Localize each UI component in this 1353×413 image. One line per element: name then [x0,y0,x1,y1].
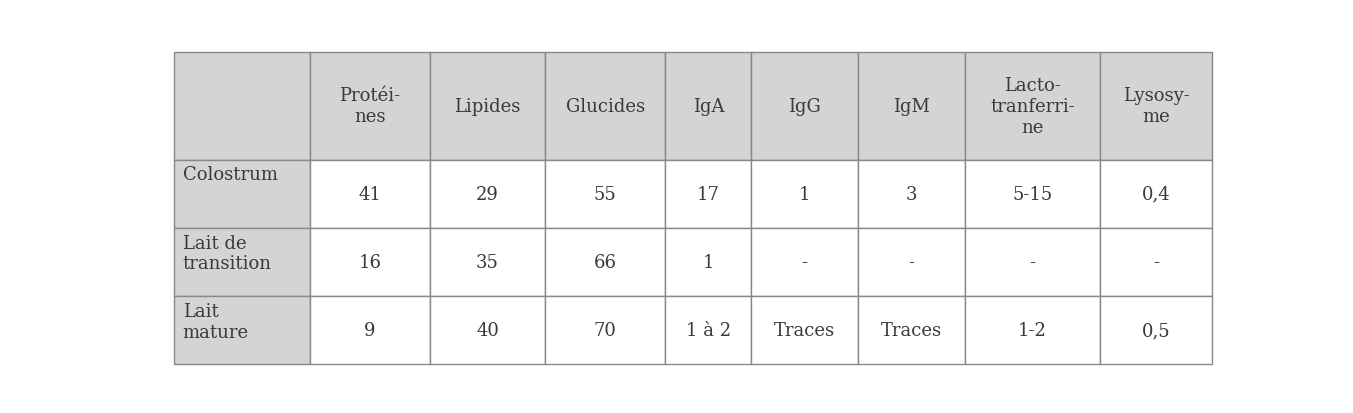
Bar [310,297,430,364]
Text: 9: 9 [364,321,376,339]
Text: Traces: Traces [774,321,835,339]
Bar [175,228,310,297]
Text: 16: 16 [359,253,382,271]
Bar [751,228,858,297]
Text: 1 à 2: 1 à 2 [686,321,731,339]
Text: -: - [1030,253,1035,271]
Bar [965,53,1100,160]
Text: 1: 1 [702,253,714,271]
Bar [1100,160,1212,228]
Bar [666,160,751,228]
Bar [965,297,1100,364]
Text: Lacto-
tranferri-
ne: Lacto- tranferri- ne [990,77,1074,136]
Bar [751,297,858,364]
Text: 1: 1 [798,185,810,203]
Text: -: - [1153,253,1160,271]
Bar [858,160,965,228]
Bar [430,228,545,297]
Text: 0,4: 0,4 [1142,185,1170,203]
Bar [175,297,310,364]
Text: 35: 35 [476,253,499,271]
Bar [965,160,1100,228]
Bar [175,53,310,160]
Bar [545,160,666,228]
Text: IgM: IgM [893,97,930,116]
Text: 66: 66 [594,253,617,271]
Text: IgA: IgA [693,97,724,116]
Text: IgG: IgG [789,97,821,116]
Text: 5-15: 5-15 [1012,185,1053,203]
Text: 17: 17 [697,185,720,203]
Text: -: - [802,253,808,271]
Text: Lysosy-
me: Lysosy- me [1123,87,1189,126]
Bar [310,160,430,228]
Bar [666,297,751,364]
Bar [175,160,310,228]
Bar [1100,297,1212,364]
Bar [965,228,1100,297]
Text: Colostrum: Colostrum [183,166,277,184]
Bar [430,53,545,160]
Bar [858,228,965,297]
Text: 55: 55 [594,185,617,203]
Text: 3: 3 [905,185,917,203]
Bar [545,53,666,160]
Bar [751,160,858,228]
Text: 40: 40 [476,321,499,339]
Bar [545,228,666,297]
Text: 70: 70 [594,321,617,339]
Text: -: - [908,253,915,271]
Bar [430,297,545,364]
Bar [858,297,965,364]
Bar [1100,53,1212,160]
Text: 0,5: 0,5 [1142,321,1170,339]
Bar [666,228,751,297]
Bar [751,53,858,160]
Text: Lait de
transition: Lait de transition [183,234,272,273]
Bar [310,53,430,160]
Bar [430,160,545,228]
Text: Traces: Traces [881,321,942,339]
Text: Protéi-
nes: Protéi- nes [340,87,400,126]
Text: 29: 29 [476,185,499,203]
Text: Lipides: Lipides [455,97,521,116]
Text: Glucides: Glucides [566,97,644,116]
Bar [310,228,430,297]
Text: 1-2: 1-2 [1017,321,1047,339]
Text: Lait
mature: Lait mature [183,302,249,341]
Text: 41: 41 [359,185,382,203]
Bar [858,53,965,160]
Bar [666,53,751,160]
Bar [1100,228,1212,297]
Bar [545,297,666,364]
